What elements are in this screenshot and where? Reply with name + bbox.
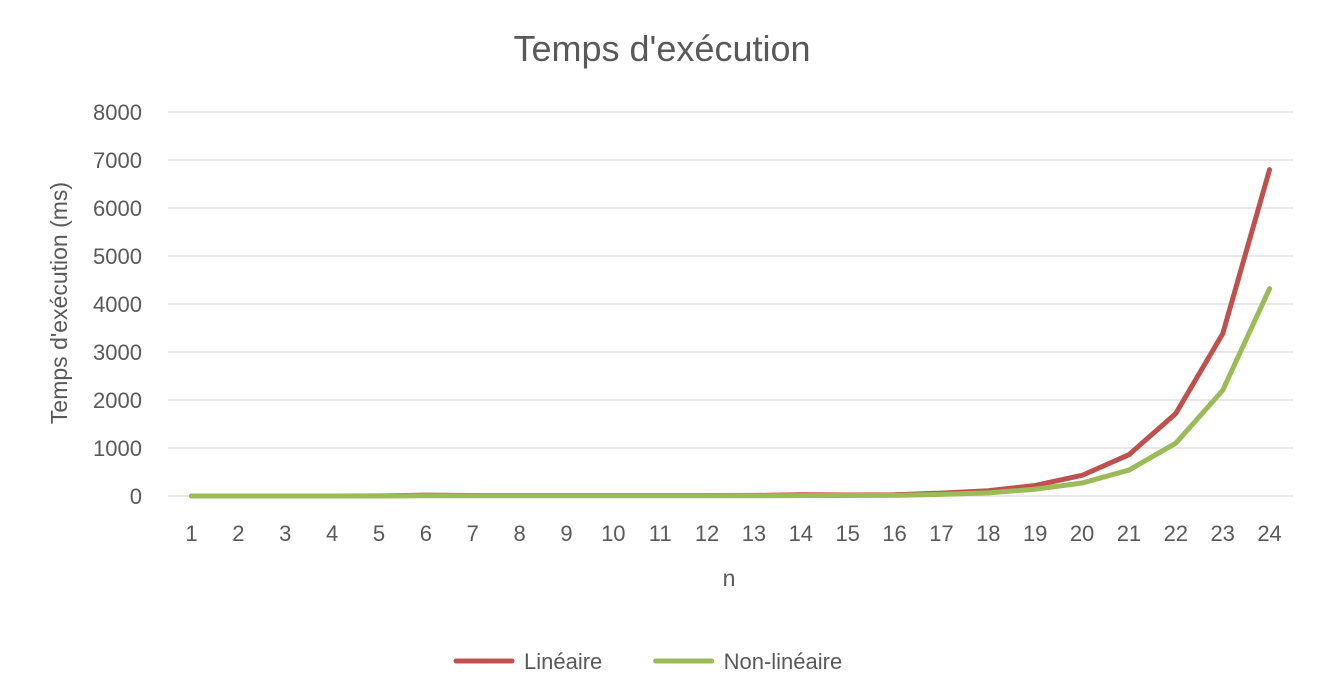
x-tick-label: 1: [185, 521, 197, 546]
y-tick-label: 7000: [93, 148, 142, 173]
y-tick-label: 1000: [93, 436, 142, 461]
series-line-1: [188, 286, 1273, 499]
x-tick-label: 20: [1070, 521, 1094, 546]
x-tick-label: 14: [789, 521, 813, 546]
x-axis-label: n: [723, 565, 736, 591]
x-tick-label: 2: [232, 521, 244, 546]
x-tick-label: 12: [695, 521, 719, 546]
x-tick-label: 11: [649, 521, 672, 546]
x-tick-label: 17: [929, 521, 953, 546]
gridlines: [168, 111, 1293, 497]
x-axis-ticks: 1 2 3 4 5 6 7 8 9 10 11 12 13 14 15 16 17 18 19 20 21 22 23 24: [185, 521, 1281, 546]
x-tick-label: 9: [560, 521, 572, 546]
x-tick-label: 4: [326, 521, 338, 546]
x-tick-label: 8: [513, 521, 525, 546]
series-line-0: [188, 167, 1273, 499]
y-tick-label: 3000: [93, 340, 142, 365]
x-tick-label: 19: [1023, 521, 1047, 546]
x-tick-label: 7: [467, 521, 479, 546]
x-tick-label: 23: [1210, 521, 1234, 546]
x-tick-label: 24: [1257, 521, 1281, 546]
y-tick-label: 4000: [93, 292, 142, 317]
legend-label-0: Linéaire: [524, 649, 602, 674]
x-tick-label: 13: [742, 521, 766, 546]
legend-label-1: Non-linéaire: [724, 649, 843, 674]
y-tick-label: 6000: [93, 196, 142, 221]
x-tick-label: 6: [420, 521, 432, 546]
x-tick-label: 15: [835, 521, 859, 546]
chart-title: Temps d'exécution: [513, 28, 810, 69]
y-tick-label: 0: [130, 484, 142, 509]
x-tick-label: 3: [279, 521, 291, 546]
x-tick-label: 18: [976, 521, 1000, 546]
legend: Linéaire Non-linéaire: [453, 649, 843, 674]
y-axis-ticks: 0 1000 2000 3000 4000 5000 6000 7000 8000: [93, 100, 142, 509]
y-tick-label: 5000: [93, 244, 142, 269]
x-tick-label: 22: [1164, 521, 1188, 546]
x-tick-label: 10: [601, 521, 625, 546]
y-axis-label: Temps d'exécution (ms): [46, 182, 72, 424]
y-tick-label: 8000: [93, 100, 142, 125]
x-tick-label: 21: [1117, 521, 1141, 546]
x-tick-label: 5: [373, 521, 385, 546]
series-lines: [188, 167, 1273, 499]
x-tick-label: 16: [882, 521, 906, 546]
y-tick-label: 2000: [93, 388, 142, 413]
